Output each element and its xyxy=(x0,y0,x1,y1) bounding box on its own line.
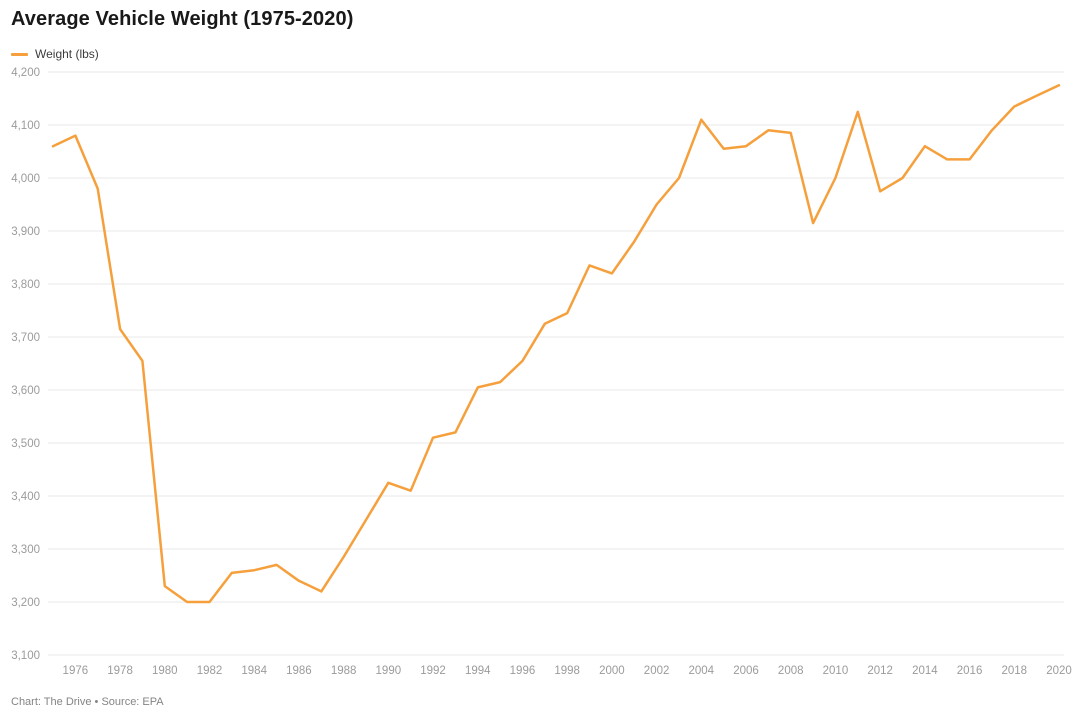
x-tick-label: 2010 xyxy=(823,665,849,677)
x-tick-label: 2020 xyxy=(1046,665,1072,677)
x-tick-label: 1984 xyxy=(241,665,267,677)
x-tick-label: 1982 xyxy=(197,665,223,677)
chart-title: Average Vehicle Weight (1975-2020) xyxy=(11,8,354,30)
y-tick-label: 3,800 xyxy=(11,279,40,291)
x-tick-label: 2006 xyxy=(733,665,759,677)
y-tick-label: 3,200 xyxy=(11,597,40,609)
y-tick-label: 3,600 xyxy=(11,385,40,397)
x-tick-label: 1992 xyxy=(420,665,446,677)
y-tick-label: 3,700 xyxy=(11,332,40,344)
x-tick-label: 2014 xyxy=(912,665,938,677)
x-tick-label: 2004 xyxy=(689,665,715,677)
attribution-text: Chart: The Drive • Source: EPA xyxy=(11,696,164,708)
y-tick-label: 4,100 xyxy=(11,120,40,132)
x-tick-label: 1976 xyxy=(63,665,89,677)
x-tick-label: 2002 xyxy=(644,665,670,677)
x-tick-label: 1998 xyxy=(554,665,580,677)
x-tick-label: 1994 xyxy=(465,665,491,677)
x-tick-label: 2000 xyxy=(599,665,625,677)
x-tick-label: 1978 xyxy=(107,665,133,677)
x-tick-label: 2016 xyxy=(957,665,983,677)
x-tick-label: 1988 xyxy=(331,665,357,677)
weight-line-series xyxy=(51,84,1061,604)
x-tick-label: 2018 xyxy=(1001,665,1027,677)
x-tick-label: 1980 xyxy=(152,665,178,677)
y-tick-label: 3,500 xyxy=(11,438,40,450)
x-tick-label: 1986 xyxy=(286,665,312,677)
y-tick-label: 4,000 xyxy=(11,173,40,185)
y-tick-label: 3,400 xyxy=(11,491,40,503)
y-tick-label: 3,300 xyxy=(11,544,40,556)
y-tick-label: 4,200 xyxy=(11,67,40,79)
x-tick-label: 1990 xyxy=(376,665,402,677)
legend-label: Weight (lbs) xyxy=(35,47,99,61)
y-tick-label: 3,100 xyxy=(11,650,40,662)
x-tick-label: 1996 xyxy=(510,665,536,677)
x-tick-label: 2012 xyxy=(867,665,893,677)
legend: Weight (lbs) xyxy=(11,47,99,61)
y-tick-label: 3,900 xyxy=(11,226,40,238)
x-tick-label: 2008 xyxy=(778,665,804,677)
legend-line-swatch-icon xyxy=(11,52,28,56)
